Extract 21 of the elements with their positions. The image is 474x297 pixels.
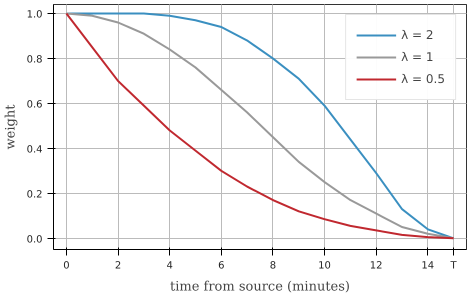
x-tick-label: 12 [370,260,383,272]
legend-label: λ = 1 [401,50,434,64]
x-tick-label: 4 [166,260,173,272]
y-tick-label: 0.8 [26,54,43,66]
x-tick-label: 0 [63,260,70,272]
legend-label: λ = 2 [401,28,434,42]
x-tick-label: 14 [421,260,434,272]
x-tick-label: 10 [318,260,331,272]
y-tick-label: 0.2 [26,189,43,200]
x-tick-label: T [450,260,458,272]
x-axis-title: time from source (minutes) [170,280,350,294]
y-tick-label: 0.0 [26,234,43,246]
y-tick-label: 0.6 [26,99,43,110]
y-tick-label: 1.0 [26,9,43,20]
legend-label: λ = 0.5 [401,72,445,86]
y-axis-title: weight [4,104,19,150]
x-tick-label: 2 [114,260,122,272]
x-tick-label: 8 [270,260,276,272]
y-tick-label: 0.4 [26,144,43,156]
x-tick-label: 6 [218,260,224,272]
line-series [65,12,455,240]
